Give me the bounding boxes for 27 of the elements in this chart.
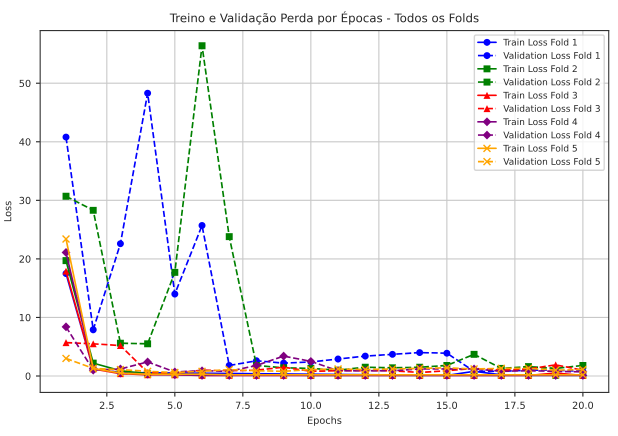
x-tick-label: 15.0 xyxy=(437,402,458,409)
y-tick-label: 10 xyxy=(20,314,30,322)
legend-label: Train Loss Fold 3 xyxy=(503,92,577,99)
x-tick-label: 20.0 xyxy=(572,402,594,409)
legend-label: Validation Loss Fold 5 xyxy=(503,158,600,165)
legend-label: Train Loss Fold 2 xyxy=(503,65,577,72)
legend-label: Validation Loss Fold 2 xyxy=(503,78,600,86)
x-tick-label: 10.0 xyxy=(301,402,322,409)
x-tick-label: 5.0 xyxy=(168,402,182,409)
x-tick-label: 2.5 xyxy=(100,402,114,409)
x-tick-label: 17.5 xyxy=(505,402,525,409)
x-axis-title: Epochs xyxy=(308,416,342,426)
legend-label: Validation Loss Fold 4 xyxy=(503,131,600,138)
legend-label: Validation Loss Fold 1 xyxy=(503,52,600,59)
y-tick-label: 20 xyxy=(19,255,30,263)
legend-label: Train Loss Fold 4 xyxy=(503,118,578,126)
y-axis-title: Loss xyxy=(4,201,12,222)
legend-label: Train Loss Fold 1 xyxy=(503,38,577,46)
x-tick-label: 12.5 xyxy=(369,402,389,409)
legend-label: Train Loss Fold 5 xyxy=(503,144,577,152)
y-tick-label: 40 xyxy=(19,138,30,146)
y-tick-label: 50 xyxy=(20,80,30,88)
y-tick-label: 30 xyxy=(20,196,30,204)
x-tick-label: 7.5 xyxy=(236,402,250,409)
legend-label: Validation Loss Fold 3 xyxy=(503,104,600,112)
chart-title: Treino e Validação Perda por Épocas - Todos os Folds xyxy=(170,11,479,25)
y-tick-label: 0 xyxy=(26,372,30,380)
